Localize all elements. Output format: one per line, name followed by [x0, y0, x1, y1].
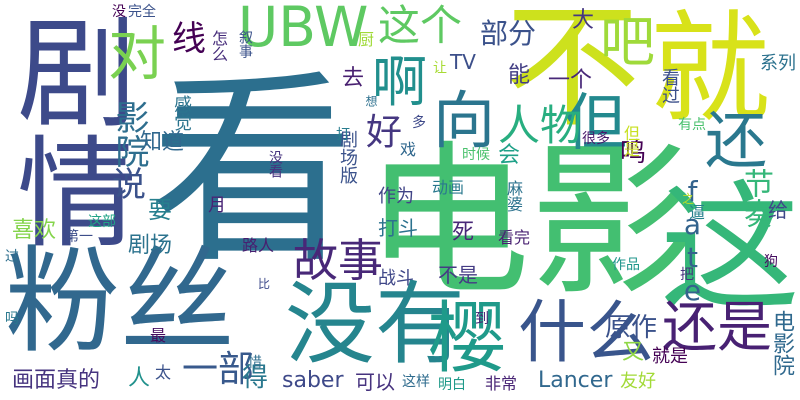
word-64: 剧场版 [337, 130, 358, 184]
word-72: 动画 [432, 178, 465, 197]
word-11: 对 [108, 20, 167, 88]
word-6: 这 [659, 168, 800, 331]
word-1: 电影 [365, 126, 695, 318]
word-97: 完全 [128, 4, 156, 20]
word-25: 部分 [480, 17, 537, 50]
word-46: 剧场 [128, 233, 173, 258]
word-49: 月 [208, 195, 226, 216]
word-58: 能 [508, 63, 531, 88]
word-55: TV [450, 50, 476, 74]
word-40: 友好 [620, 371, 656, 392]
word-60: 看过 [659, 68, 680, 104]
word-88: 过 [5, 249, 19, 265]
word-0: 看 [150, 53, 355, 291]
word-87: 就是 [652, 346, 688, 367]
word-51: 感觉 [171, 95, 192, 131]
word-18: 樱 [428, 294, 507, 384]
word-45: 要 [148, 196, 172, 224]
word-91: 惜 [248, 355, 262, 371]
word-10: 吧 [600, 10, 656, 74]
word-68: 但是 [621, 125, 640, 157]
word-44: 喜欢 [12, 218, 57, 243]
word-29: 一部 [182, 349, 255, 390]
word-2: 剧情 [0, 10, 135, 250]
word-15: 还 [705, 104, 768, 177]
word-93: 到 [475, 311, 489, 327]
word-74: 作为 [378, 186, 414, 207]
word-80: 看完 [498, 228, 531, 247]
word-76: 死 [452, 220, 475, 245]
word-65: 戏 [400, 140, 417, 159]
word-32: 太 [155, 363, 172, 382]
word-75: 打斗 [378, 216, 418, 240]
word-67: 会 [498, 143, 521, 168]
word-57: 去 [342, 66, 365, 91]
word-35: 可以 [355, 370, 395, 394]
word-59: 一个 [548, 68, 593, 93]
word-48: 这部 [88, 214, 116, 230]
word-62: 鸣 [620, 138, 647, 168]
word-20: 还是 [662, 295, 773, 359]
word-21: 故事 [293, 234, 384, 287]
word-4: 就 [650, 0, 770, 139]
word-79: 之 [682, 192, 695, 206]
word-13: 但 [565, 86, 628, 159]
word-81: 不是 [438, 263, 478, 287]
word-14: 啊 [372, 50, 428, 114]
word-69: 很多 [582, 131, 610, 147]
word-50: 知道 [140, 130, 185, 155]
word-63: 多 [412, 115, 426, 131]
word-8: UBW [238, 0, 369, 59]
word-16: 人物 [498, 101, 583, 150]
word-9: 这个 [378, 1, 463, 50]
word-90: 比 [258, 277, 271, 291]
word-96: 没 [112, 4, 126, 20]
word-53: 叙事 [237, 30, 253, 58]
word-61: 系列 [760, 53, 796, 74]
word-77: 给 [768, 198, 788, 222]
word-36: 这样 [402, 374, 430, 390]
word-71: 时候 [462, 147, 490, 163]
word-26: 大 [572, 8, 595, 33]
word-5: 粉丝 [5, 235, 236, 369]
word-82: 战斗 [378, 268, 414, 289]
word-83: 路人 [242, 236, 275, 255]
word-19: 什么 [518, 294, 655, 373]
word-47: 第一 [65, 229, 93, 245]
word-12: 向 [433, 84, 496, 157]
word-56: 让 [431, 60, 447, 74]
word-89: 吗 [5, 311, 19, 327]
word-92: 最 [150, 326, 167, 345]
word-3: 不 [505, 0, 640, 146]
word-42: 原作 [605, 313, 658, 343]
word-78: 逼 [689, 203, 706, 222]
word-39: Lancer [538, 368, 613, 393]
word-27: fate [676, 175, 709, 307]
word-41: 电影院 [769, 310, 794, 376]
word-34: saber [282, 368, 344, 393]
word-37: 明白 [438, 377, 466, 393]
word-94: 想 [364, 95, 378, 107]
word-24: 线 [172, 19, 206, 59]
word-85: 狗 [764, 254, 778, 270]
word-33: 得 [242, 363, 269, 393]
word-54: 厨 [358, 30, 375, 49]
word-66: 打 [336, 127, 350, 143]
word-38: 非常 [485, 374, 518, 393]
word-30: 画面真的 [12, 368, 101, 393]
word-23: 影院 [109, 100, 149, 168]
word-43: 又 [622, 340, 645, 365]
word-70: 有点 [678, 117, 706, 133]
word-86: 把 [680, 267, 694, 283]
word-28: 节奏 [738, 168, 773, 228]
word-52: 怎么 [209, 30, 228, 62]
word-95: 没看 [267, 150, 283, 178]
word-17: 好 [366, 112, 403, 153]
word-84: 作品 [612, 257, 640, 273]
word-31: 人 [128, 366, 151, 391]
word-7: 没有 [285, 272, 465, 377]
word-73: 麻婆 [504, 180, 523, 212]
word-22: 说 [112, 165, 146, 205]
